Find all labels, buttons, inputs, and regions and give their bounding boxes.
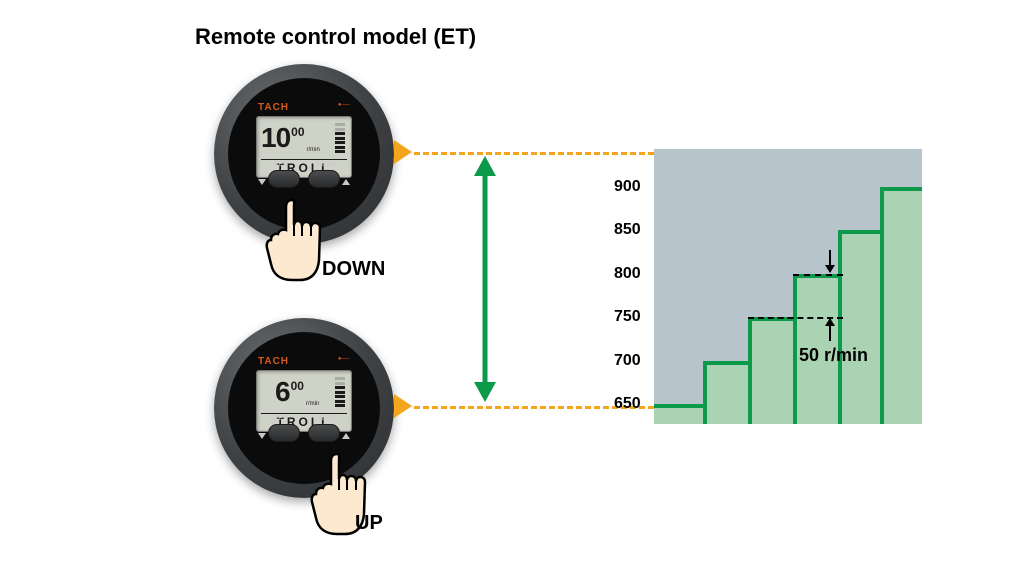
rpm-major: 6 <box>275 378 290 406</box>
lcd-readout-row: 10 00 r/min <box>257 117 351 159</box>
hand-icon <box>262 194 328 284</box>
lcd-readout-row: 6 00 r/min <box>257 371 351 413</box>
chart-plot-area: 50 r/min <box>654 149 922 424</box>
chart-step-segment <box>880 187 922 424</box>
engine-speed-chart: Engine Speed (r/min) 50 r/min 9008508007… <box>612 149 922 424</box>
down-triangle-icon <box>258 433 266 439</box>
chart-tick-label: 900 <box>614 178 641 196</box>
indicator-icon: ●── <box>338 102 350 108</box>
set-button[interactable] <box>268 424 300 442</box>
step-size-arrow-icon <box>829 250 831 272</box>
up-triangle-icon <box>342 179 350 185</box>
rpm-major: 10 <box>261 124 290 152</box>
set-button[interactable] <box>268 170 300 188</box>
rpm-unit: r/min <box>307 147 320 153</box>
chart-tick-label: 700 <box>614 352 641 370</box>
page-title: Remote control model (ET) <box>195 24 476 50</box>
tach-label: TACH <box>258 102 289 113</box>
rpm-unit: r/min <box>306 401 319 407</box>
rpm-minor: 00 <box>291 379 304 393</box>
range-marker-bottom-icon <box>394 394 412 418</box>
mode-button[interactable] <box>308 424 340 442</box>
chart-tick-label: 650 <box>614 395 641 413</box>
lcd-display: 6 00 r/min TROLL <box>256 370 352 432</box>
level-bars-icon <box>335 377 347 407</box>
down-label: DOWN <box>322 258 385 281</box>
indicator-icon: ●── <box>338 356 350 362</box>
down-triangle-icon <box>258 179 266 185</box>
step-size-arrow-icon <box>829 319 831 341</box>
level-bars-icon <box>335 123 347 153</box>
up-triangle-icon <box>342 433 350 439</box>
mode-button-label: MODE <box>316 162 336 168</box>
mode-button-label: MODE <box>316 416 336 422</box>
range-marker-top-icon <box>394 140 412 164</box>
rpm-minor: 00 <box>291 125 304 139</box>
chart-guide-line <box>793 274 843 276</box>
set-button-label: SET <box>274 162 287 168</box>
chart-tick-label: 800 <box>614 265 641 283</box>
lcd-display: 10 00 r/min TROLL <box>256 116 352 178</box>
set-button-label: SET <box>274 416 287 422</box>
step-size-annotation: 50 r/min <box>799 345 868 366</box>
chart-tick-label: 750 <box>614 308 641 326</box>
mode-button[interactable] <box>308 170 340 188</box>
up-label: UP <box>355 512 383 535</box>
chart-tick-label: 850 <box>614 221 641 239</box>
range-double-arrow-icon <box>472 156 498 402</box>
tach-label: TACH <box>258 356 289 367</box>
